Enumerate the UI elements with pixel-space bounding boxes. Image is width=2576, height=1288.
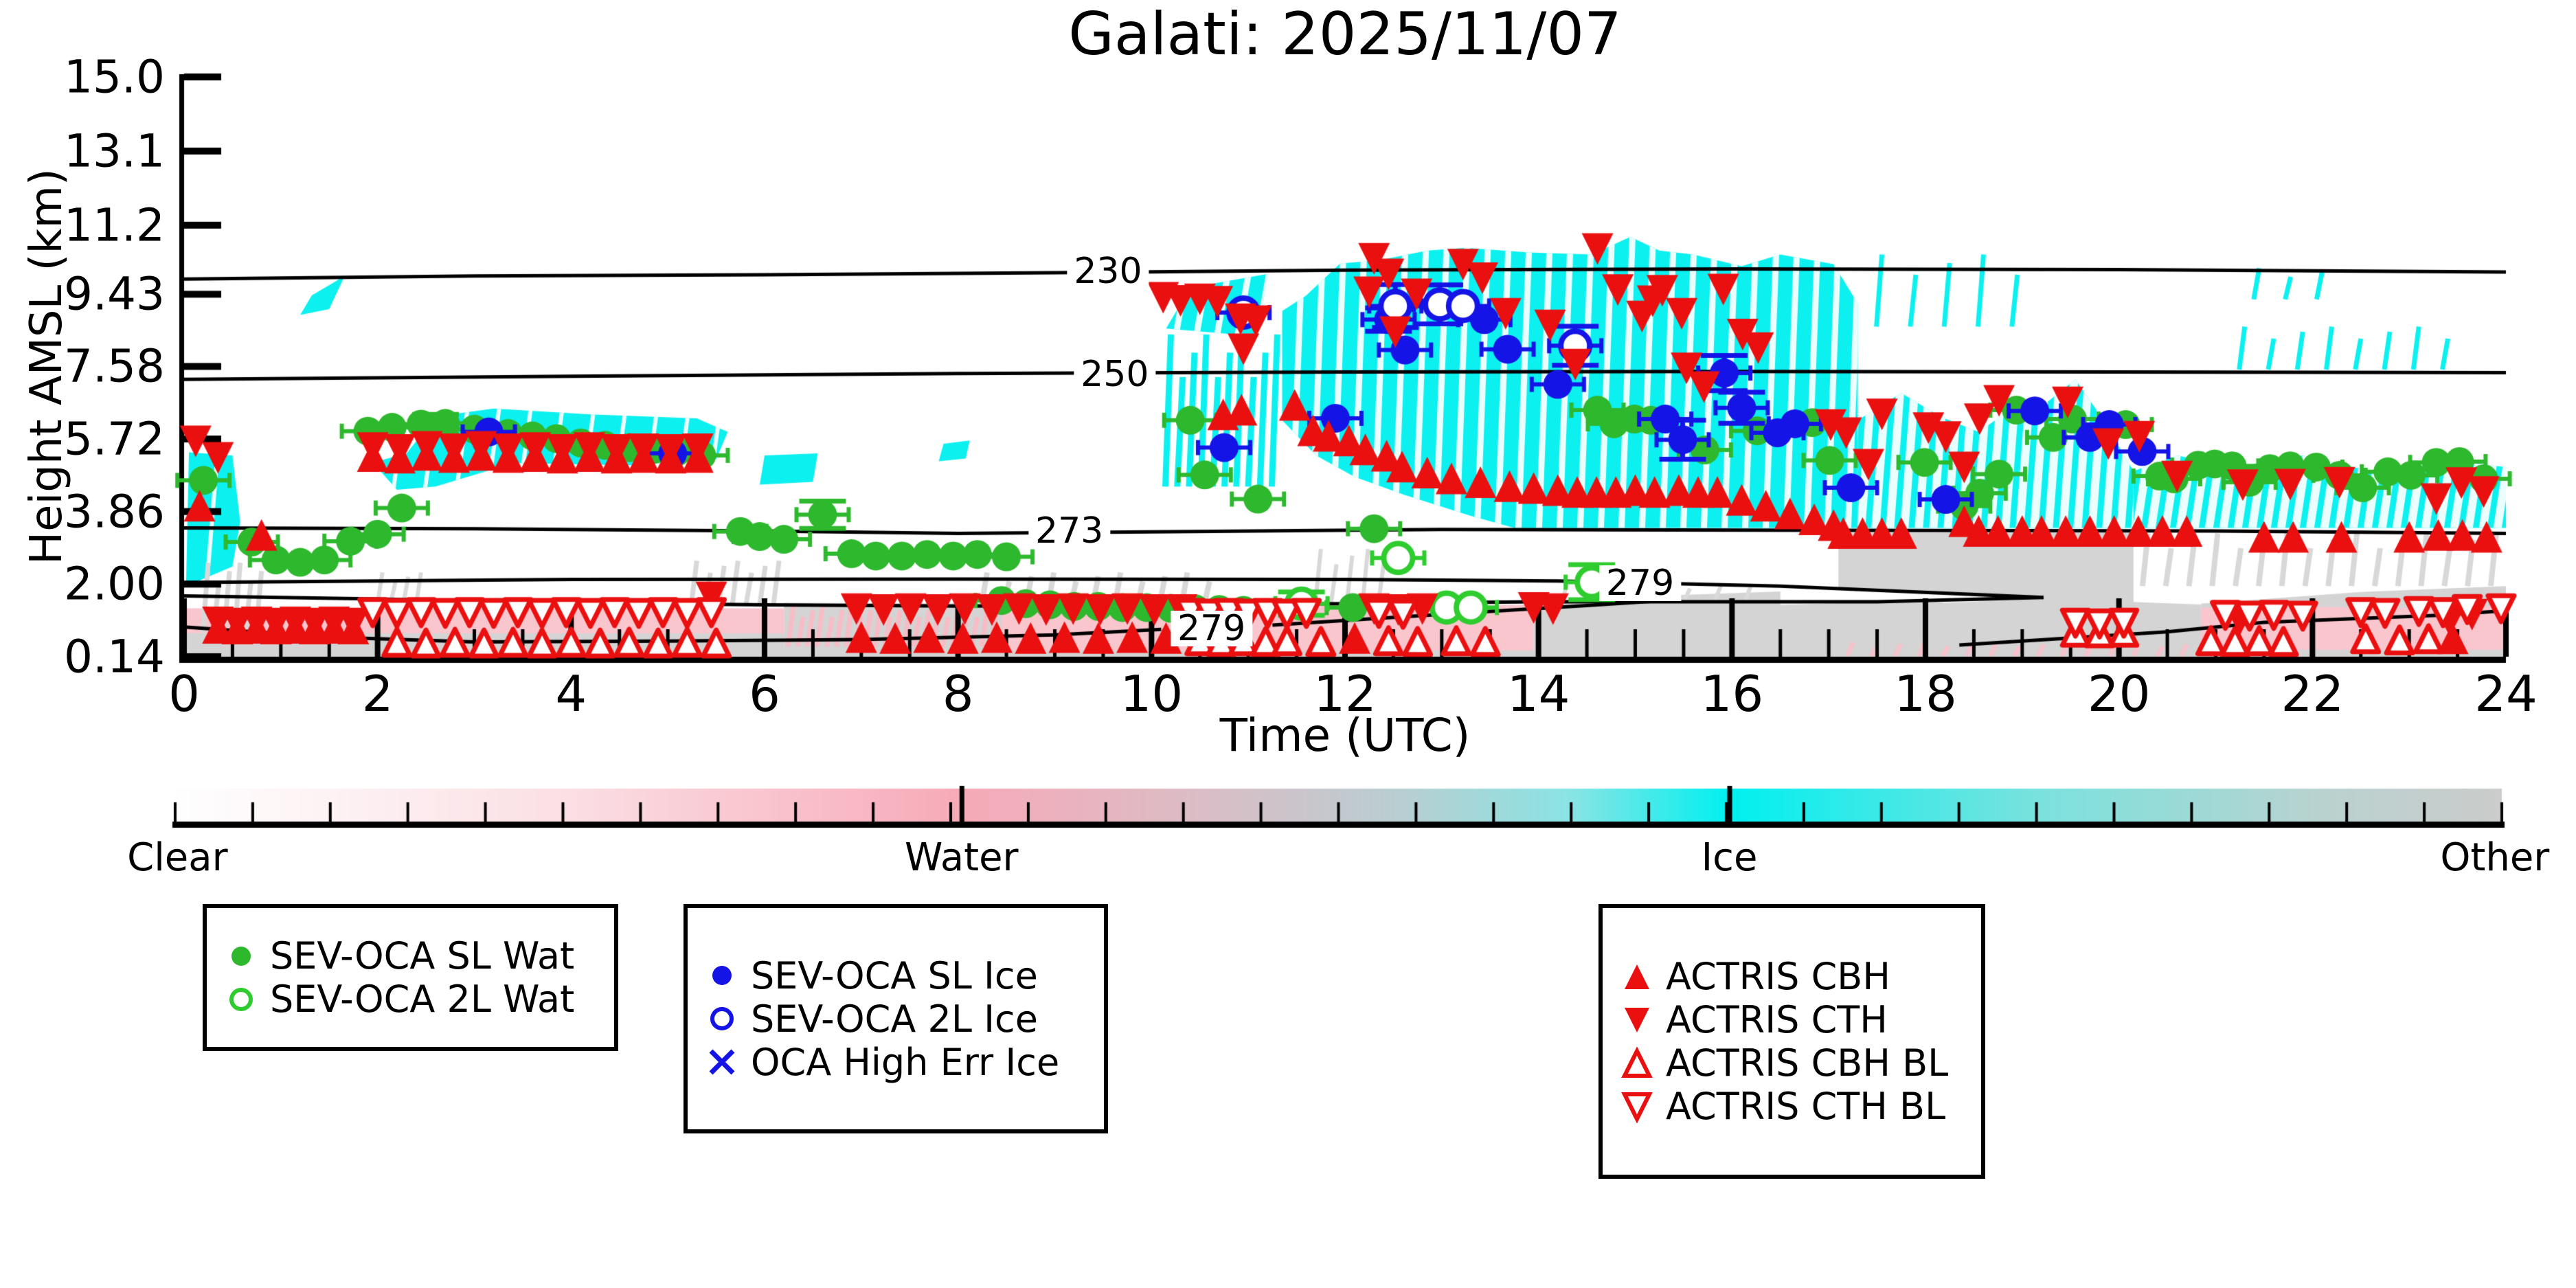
- y-tick-label: 9.43: [64, 267, 165, 321]
- contour-label-279: 279: [1598, 565, 1682, 602]
- tri-up-open-icon: [1620, 1046, 1653, 1080]
- legend-item-label: SEV-OCA SL Ice: [751, 953, 1038, 997]
- x-filled-icon: [705, 1046, 738, 1078]
- legend-box-1: SEV-OCA SL Wat SEV-OCA 2L Wat: [203, 904, 618, 1051]
- circle-open-icon: [705, 1002, 738, 1035]
- x-tick-label: 6: [749, 665, 780, 723]
- legend-item-label: ACTRIS CBH: [1666, 955, 1890, 998]
- x-tick-label: 14: [1506, 665, 1570, 723]
- legend-item-label: ACTRIS CTH BL: [1666, 1085, 1946, 1128]
- y-tick-label: 13.1: [64, 124, 165, 178]
- x-tick-label: 22: [2281, 665, 2345, 723]
- x-tick-label: 12: [1313, 665, 1377, 723]
- legend-item: SEV-OCA 2L Ice: [688, 997, 1104, 1041]
- x-tick-label: 8: [942, 665, 974, 723]
- circle-open-icon: [225, 983, 258, 1016]
- contour-label-230: 230: [1067, 253, 1149, 289]
- legend-item: ACTRIS CBH: [1603, 955, 1981, 998]
- x-tick-label: 10: [1120, 665, 1184, 723]
- y-tick-label: 15.0: [64, 50, 165, 104]
- legend-item-label: SEV-OCA 2L Wat: [270, 978, 575, 1021]
- x-axis-title: Time (UTC): [1219, 709, 1471, 762]
- circle-filled-icon: [225, 940, 258, 973]
- colorbar-label-clear: Clear: [127, 835, 228, 880]
- tri-up-filled-icon: [1620, 960, 1653, 993]
- contour-label-279: 279: [1171, 611, 1253, 647]
- legend-item: ACTRIS CTH: [1603, 998, 1981, 1041]
- legend-item-label: SEV-OCA SL Wat: [270, 934, 575, 978]
- x-tick-label: 24: [2474, 665, 2538, 723]
- y-tick-label: 7.58: [64, 339, 165, 393]
- contour-label-273: 273: [1028, 513, 1111, 550]
- chart-title: Galati: 2025/11/07: [1068, 0, 1622, 69]
- x-tick-label: 18: [1894, 665, 1957, 723]
- legend-item-label: OCA High Err Ice: [751, 1040, 1060, 1084]
- y-tick-label: 2.00: [64, 557, 165, 611]
- legend-item: ACTRIS CBH BL: [1603, 1041, 1981, 1085]
- y-tick-label: 3.86: [64, 485, 165, 539]
- y-tick-label: 5.72: [64, 412, 165, 466]
- contour-label-250: 250: [1074, 356, 1156, 392]
- colorbar-label-ice: Ice: [1701, 835, 1758, 880]
- x-tick-label: 2: [361, 665, 394, 723]
- legend-item: ACTRIS CTH BL: [1603, 1085, 1981, 1128]
- legend-item: OCA High Err Ice: [688, 1041, 1104, 1084]
- circle-filled-icon: [705, 959, 738, 992]
- legend-item: SEV-OCA SL Wat: [207, 934, 614, 978]
- legend-item: SEV-OCA 2L Wat: [207, 978, 614, 1021]
- legend-item-label: ACTRIS CBH BL: [1666, 1041, 1949, 1085]
- x-tick-label: 0: [168, 665, 200, 723]
- colorbar-label-water: Water: [905, 835, 1019, 880]
- legend-item-label: SEV-OCA 2L Ice: [751, 997, 1038, 1041]
- x-tick-label: 20: [2087, 665, 2151, 723]
- y-tick-label: 11.2: [64, 199, 165, 252]
- tri-down-filled-icon: [1620, 1004, 1653, 1037]
- y-tick-label: 0.14: [64, 630, 165, 683]
- legend-item: SEV-OCA SL Ice: [688, 954, 1104, 997]
- colorbar-label-other: Other: [2440, 835, 2550, 880]
- legend-box-2: SEV-OCA SL Ice SEV-OCA 2L Ice OCA High Err…: [683, 904, 1108, 1133]
- x-tick-label: 16: [1700, 665, 1764, 723]
- tri-down-open-icon: [1620, 1090, 1653, 1124]
- x-tick-label: 4: [555, 665, 587, 723]
- legend-item-label: ACTRIS CTH: [1666, 998, 1888, 1041]
- legend-box-3: ACTRIS CBH ACTRIS CTH ACTRIS CBH BL ACTRIS …: [1598, 904, 1985, 1179]
